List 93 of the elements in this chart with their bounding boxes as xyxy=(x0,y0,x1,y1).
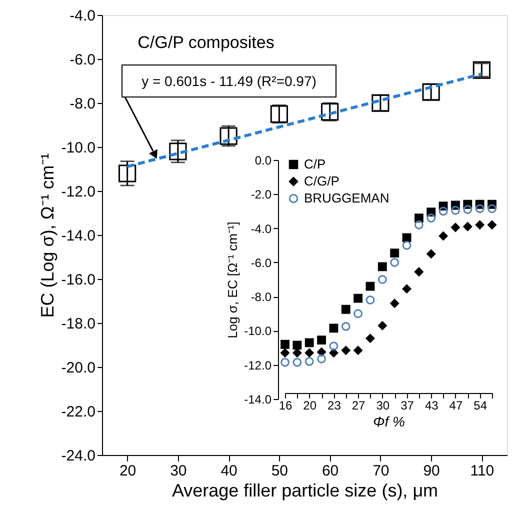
x-tick-label: 27 xyxy=(352,398,366,412)
point xyxy=(402,240,412,250)
x-tick-label: 37 xyxy=(400,398,414,412)
y-tick-label: -16.0 xyxy=(61,272,96,288)
point xyxy=(390,258,400,267)
point xyxy=(341,322,350,331)
point xyxy=(366,282,375,291)
x-tick-label: 40 xyxy=(220,462,238,480)
point xyxy=(329,324,338,333)
point xyxy=(475,220,484,230)
y-tick-label: 0.0 xyxy=(254,154,272,168)
y-tick-label: -6.0 xyxy=(70,52,96,68)
point xyxy=(426,214,436,222)
point xyxy=(329,348,338,358)
y-tick-label: -10.0 xyxy=(244,324,272,338)
point xyxy=(317,354,326,364)
point xyxy=(378,262,387,272)
point xyxy=(304,338,314,348)
point xyxy=(463,205,472,214)
point xyxy=(354,294,363,303)
x-tick-label: 30 xyxy=(376,398,390,412)
point xyxy=(438,232,448,240)
x-axis-title: Φf % xyxy=(373,414,405,430)
point xyxy=(304,348,314,358)
x-tick-label: 20 xyxy=(303,398,317,412)
point xyxy=(451,222,460,232)
x-tick-label: 23 xyxy=(328,398,342,412)
x-tick-label: 43 xyxy=(424,398,439,412)
point xyxy=(488,204,496,214)
legend-label: BRUGGEMAN xyxy=(304,190,390,206)
legend-label: C/P xyxy=(304,156,326,172)
point xyxy=(118,164,136,182)
y-tick-label: -4.0 xyxy=(70,8,96,24)
x-axis-title: Average filler particle size (s), μm xyxy=(172,480,438,500)
x-tick-label: 50 xyxy=(271,462,288,480)
point xyxy=(317,336,326,345)
point xyxy=(366,334,375,343)
point xyxy=(488,220,496,230)
x-tick-label: 20 xyxy=(119,462,136,480)
annotation: C/G/P composites xyxy=(138,33,274,52)
point xyxy=(280,340,290,349)
y-tick-label: -10.0 xyxy=(61,140,96,156)
x-tick-label: 16 xyxy=(278,398,292,412)
point xyxy=(390,298,400,308)
y-tick-label: -12.0 xyxy=(244,358,272,372)
point xyxy=(378,321,387,330)
point xyxy=(292,358,302,367)
y-axis-title: Log σ, EC [Ω⁻¹ cm⁻¹] xyxy=(225,222,240,338)
point xyxy=(451,206,460,215)
point xyxy=(390,248,400,258)
point xyxy=(292,340,302,350)
point xyxy=(341,346,350,355)
x-tick-label: 30 xyxy=(170,462,187,480)
point xyxy=(438,206,448,216)
point xyxy=(169,142,187,160)
y-tick-label: -24.0 xyxy=(61,448,96,464)
point xyxy=(280,348,290,358)
x-tick-label: 54 xyxy=(474,398,488,412)
point xyxy=(280,358,290,367)
y-tick-label: -8.0 xyxy=(70,96,96,112)
y-tick-label: -22.0 xyxy=(61,404,96,420)
point xyxy=(354,309,363,318)
point xyxy=(317,348,326,357)
y-tick-label: -4.0 xyxy=(250,222,272,236)
point xyxy=(414,267,424,276)
point xyxy=(414,220,424,230)
y-tick-label: -18.0 xyxy=(61,316,96,332)
point xyxy=(304,356,314,366)
y-tick-label: -8.0 xyxy=(250,290,272,304)
point xyxy=(378,275,387,284)
x-tick-label: 110 xyxy=(470,462,494,480)
point xyxy=(475,204,484,214)
point xyxy=(426,249,436,258)
x-tick-label: 47 xyxy=(449,398,463,412)
x-tick-label: 60 xyxy=(322,462,339,480)
x-tick-label: 90 xyxy=(423,462,440,480)
annotation: y = 0.601s - 11.49 (R²=0.97) xyxy=(142,73,316,89)
y-tick-label: -12.0 xyxy=(61,184,96,200)
point xyxy=(402,284,412,294)
y-tick-label: -2.0 xyxy=(250,188,272,202)
point xyxy=(329,342,338,351)
x-tick-label: 70 xyxy=(372,462,390,480)
point xyxy=(366,296,375,304)
y-tick-label: -6.0 xyxy=(250,256,272,270)
point xyxy=(341,304,350,314)
y-tick-label: -14.0 xyxy=(61,228,96,244)
point xyxy=(354,346,363,355)
y-tick-label: -20.0 xyxy=(61,360,96,376)
legend-label: C/G/P xyxy=(304,174,340,188)
point xyxy=(463,222,472,232)
point xyxy=(402,233,412,242)
y-tick-label: -14.0 xyxy=(244,392,272,406)
y-axis-title: EC (Log σ), Ω⁻¹ cm⁻¹ xyxy=(37,153,58,318)
